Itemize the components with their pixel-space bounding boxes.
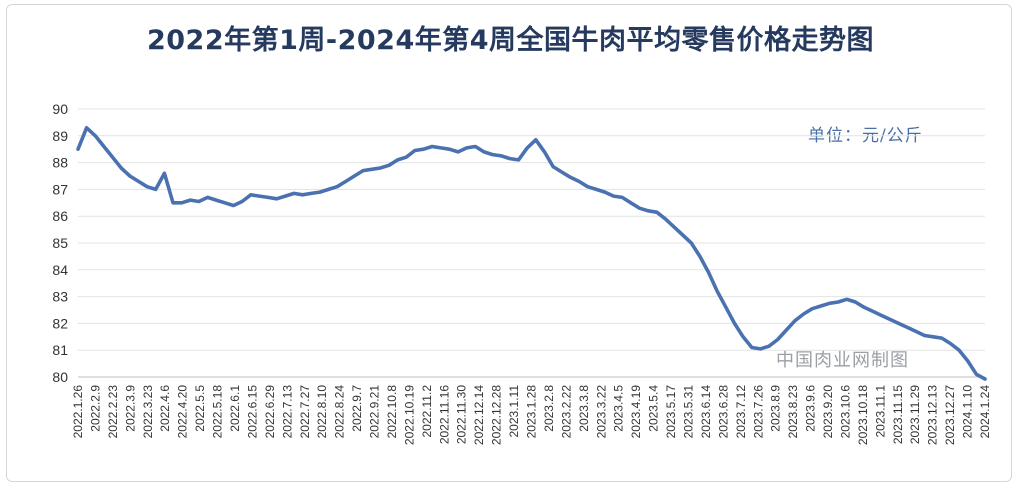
x-tick-label: 2022.11.2: [420, 385, 434, 438]
x-tick-label: 2022.3.23: [141, 385, 155, 439]
y-tick-label: 85: [52, 235, 68, 251]
x-tick-label: 2023.1.11: [507, 385, 521, 438]
x-tick-label: 2022.6.1: [228, 385, 242, 432]
x-tick-label: 2023.12.27: [943, 385, 957, 445]
x-tick-label: 2023.10.18: [856, 385, 870, 445]
x-tick-label: 2022.12.14: [472, 385, 486, 445]
x-tick-label: 2022.10.8: [385, 385, 399, 439]
x-tick-label: 2023.9.6: [804, 385, 818, 432]
x-tick-label: 2022.6.15: [245, 385, 259, 439]
x-tick-label: 2023.4.19: [629, 385, 643, 439]
y-tick-label: 81: [52, 342, 68, 358]
x-tick-label: 2023.1.28: [525, 385, 539, 439]
x-tick-label: 2023.11.29: [908, 385, 922, 444]
x-tick-label: 2022.12.28: [490, 385, 504, 445]
x-tick-label: 2022.9.21: [368, 385, 382, 439]
y-tick-label: 90: [52, 101, 68, 117]
x-tick-label: 2022.8.24: [333, 385, 347, 439]
x-tick-label: 2023.6.28: [716, 385, 730, 439]
x-tick-label: 2023.5.31: [682, 385, 696, 439]
x-tick-label: 2023.11.15: [891, 385, 905, 444]
y-tick-label: 88: [52, 155, 68, 171]
x-tick-label: 2023.5.4: [647, 385, 661, 432]
x-tick-label: 2022.5.18: [211, 385, 225, 439]
x-tick-label: 2022.11.30: [455, 385, 469, 444]
x-tick-label: 2022.4.20: [176, 385, 190, 439]
x-tick-label: 2022.5.5: [193, 385, 207, 432]
x-tick-label: 2023.3.8: [577, 385, 591, 432]
series-line: [76, 126, 987, 381]
x-tick-label: 2023.7.26: [751, 385, 765, 439]
x-tick-label: 2022.6.29: [263, 385, 277, 439]
x-tick-label: 2023.7.12: [734, 385, 748, 439]
watermark-text: 中国肉业网制图: [776, 350, 909, 371]
y-tick-label: 82: [52, 315, 68, 331]
x-tick-label: 2022.8.10: [315, 385, 329, 439]
x-tick-label: 2022.11.16: [437, 385, 451, 444]
x-tick-label: 2024.1.10: [961, 385, 975, 439]
y-tick-label: 86: [52, 208, 68, 224]
x-tick-label: 2023.3.22: [594, 385, 608, 439]
x-tick-label: 2022.2.23: [106, 385, 120, 439]
x-tick-label: 2023.6.14: [699, 385, 713, 439]
x-tick-label: 2022.3.9: [123, 385, 137, 432]
x-tick-label: 2023.9.20: [821, 385, 835, 439]
chart-title: 2022年第1周-2024年第4周全国牛肉平均零售价格走势图: [146, 25, 875, 56]
x-tick-label: 2022.7.13: [280, 385, 294, 439]
x-tick-label: 2022.10.19: [402, 385, 416, 445]
x-tick-label: 2022.9.7: [350, 385, 364, 432]
x-tick-label: 2023.11.1: [873, 385, 887, 438]
y-tick-label: 83: [52, 289, 68, 305]
x-tick-label: 2023.5.17: [664, 385, 678, 439]
x-tick-label: 2023.8.23: [786, 385, 800, 439]
x-tick-label: 2022.7.27: [298, 385, 312, 439]
x-tick-label: 2023.10.6: [839, 385, 853, 439]
x-tick-label: 2022.2.9: [88, 385, 102, 432]
x-tick-label: 2023.2.8: [542, 385, 556, 432]
x-tick-label: 2022.4.6: [158, 385, 172, 432]
y-tick-label: 87: [52, 181, 68, 197]
x-tick-label: 2022.1.26: [71, 385, 85, 439]
x-tick-label: 2023.12.13: [926, 385, 940, 445]
x-tick-label: 2023.2.22: [559, 385, 573, 439]
y-tick-label: 80: [52, 369, 68, 385]
y-tick-label: 84: [52, 262, 68, 278]
x-tick-label: 2023.8.9: [769, 385, 783, 432]
x-tick-label: 2023.4.5: [612, 385, 626, 432]
y-tick-label: 89: [52, 128, 68, 144]
x-tick-label: 2024.1.24: [978, 385, 992, 439]
